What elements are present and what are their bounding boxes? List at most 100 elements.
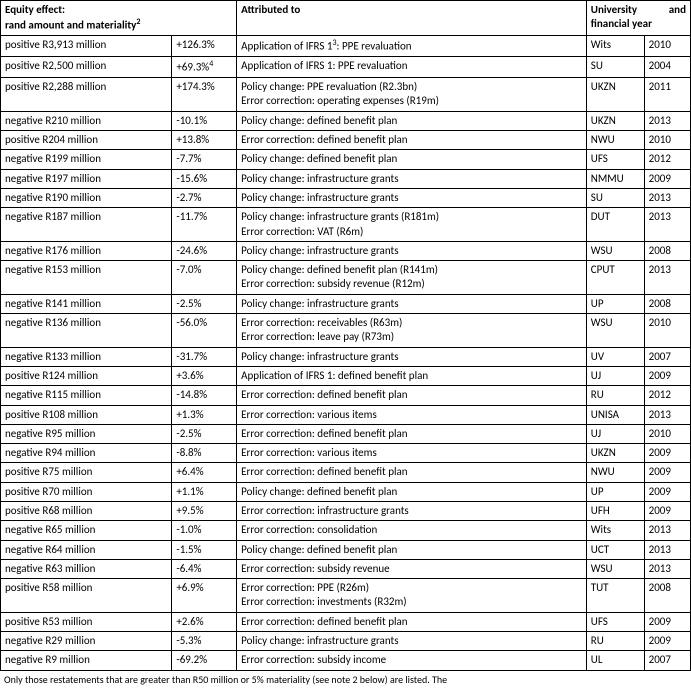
- cell-year: 2009: [644, 482, 690, 501]
- cell-attr: Application of IFRS 1: PPE revaluation: [237, 57, 587, 78]
- cell-attr: Policy change: infrastructure grants: [237, 294, 587, 313]
- cell-year: 2010: [644, 36, 690, 57]
- cell-year: 2004: [644, 57, 690, 78]
- table-row: negative R187 million-11.7%Policy change…: [1, 208, 691, 242]
- cell-attr-line2: Error correction: operating expenses (R1…: [241, 94, 439, 107]
- cell-pct: -10.1%: [172, 111, 237, 130]
- cell-uni: TUT: [586, 579, 644, 613]
- cell-attr: Application of IFRS 13: PPE revaluation: [237, 36, 587, 57]
- cell-year: 2013: [644, 405, 690, 424]
- cell-year: 2009: [644, 463, 690, 482]
- table-body: positive R3,913 million+126.3%Applicatio…: [1, 36, 691, 670]
- table-row: positive R124 million+3.6%Application of…: [1, 366, 691, 385]
- cell-effect: negative R141 million: [1, 294, 172, 313]
- cell-attr: Error correction: PPE (R26m)Error correc…: [237, 579, 587, 613]
- cell-attr: Policy change: infrastructure grants: [237, 188, 587, 207]
- cell-effect: negative R65 million: [1, 521, 172, 540]
- cell-attr: Policy change: infrastructure grants (R1…: [237, 208, 587, 242]
- table-row: negative R190 million-2.7%Policy change:…: [1, 188, 691, 207]
- table-row: negative R141 million-2.5%Policy change:…: [1, 294, 691, 313]
- cell-attr: Error correction: various items: [237, 444, 587, 463]
- cell-attr-line2: Error correction: VAT (R6m): [241, 225, 363, 238]
- header-uni-line1a: University: [591, 3, 637, 17]
- cell-uni: NWU: [586, 463, 644, 482]
- table-row: negative R199 million-7.7%Policy change:…: [1, 150, 691, 169]
- cell-attr: Error correction: subsidy income: [237, 651, 587, 670]
- table-row: positive R204 million+13.8%Error correct…: [1, 131, 691, 150]
- cell-pct: -8.8%: [172, 444, 237, 463]
- table-row: negative R153 million-7.0%Policy change:…: [1, 261, 691, 295]
- cell-pct: -69.2%: [172, 651, 237, 670]
- cell-effect: negative R115 million: [1, 386, 172, 405]
- cell-uni: UJ: [586, 366, 644, 385]
- cell-pct: +6.9%: [172, 579, 237, 613]
- cell-effect: positive R204 million: [1, 131, 172, 150]
- cell-pct: -1.5%: [172, 540, 237, 559]
- cell-uni: SU: [586, 188, 644, 207]
- table-row: negative R210 million-10.1%Policy change…: [1, 111, 691, 130]
- cell-attr: Error correction: defined benefit plan: [237, 612, 587, 631]
- cell-uni: UJ: [586, 424, 644, 443]
- cell-uni: UFH: [586, 501, 644, 520]
- table-row: negative R197 million-15.6%Policy change…: [1, 169, 691, 188]
- cell-uni: WSU: [586, 314, 644, 348]
- cell-pct: -2.5%: [172, 294, 237, 313]
- cell-year: 2013: [644, 521, 690, 540]
- cell-effect: positive R70 million: [1, 482, 172, 501]
- header-equity-effect: Equity effect: rand amount and materiali…: [1, 1, 237, 36]
- table-row: negative R136 million-56.0%Error correct…: [1, 314, 691, 348]
- cell-uni: RU: [586, 386, 644, 405]
- table-row: negative R29 million-5.3%Policy change: …: [1, 632, 691, 651]
- cell-effect: positive R108 million: [1, 405, 172, 424]
- cell-uni: UFS: [586, 150, 644, 169]
- cell-pct: +9.5%: [172, 501, 237, 520]
- header-equity-sup: 2: [136, 17, 140, 27]
- cell-year: 2009: [644, 366, 690, 385]
- cell-uni: NMMU: [586, 169, 644, 188]
- cell-pct: +3.6%: [172, 366, 237, 385]
- header-equity-line2: rand amount and materiality: [5, 19, 136, 32]
- header-university: University and financial year: [586, 1, 690, 36]
- cell-attr-line2: Error correction: investments (R32m): [241, 595, 406, 608]
- table-row: negative R63 million-6.4%Error correctio…: [1, 559, 691, 578]
- table-row: positive R70 million+1.1%Policy change: …: [1, 482, 691, 501]
- cell-uni: UCT: [586, 540, 644, 559]
- table-row: positive R2,288 million+174.3%Policy cha…: [1, 78, 691, 112]
- cell-pct: -24.6%: [172, 241, 237, 260]
- cell-effect: positive R68 million: [1, 501, 172, 520]
- cell-pct: +6.4%: [172, 463, 237, 482]
- cell-attr: Policy change: PPE revaluation (R2.3bn)E…: [237, 78, 587, 112]
- cell-effect: negative R29 million: [1, 632, 172, 651]
- cell-attr: Error correction: receivables (R63m)Erro…: [237, 314, 587, 348]
- cell-attr: Error correction: defined benefit plan: [237, 386, 587, 405]
- cell-year: 2013: [644, 559, 690, 578]
- cell-attr: Error correction: subsidy revenue: [237, 559, 587, 578]
- cell-pct: +174.3%: [172, 78, 237, 112]
- cell-year: 2010: [644, 424, 690, 443]
- cell-year: 2013: [644, 111, 690, 130]
- cell-effect: negative R199 million: [1, 150, 172, 169]
- table-row: negative R65 million-1.0%Error correctio…: [1, 521, 691, 540]
- cell-year: 2009: [644, 444, 690, 463]
- cell-pct: -31.7%: [172, 347, 237, 366]
- cell-pct: -2.7%: [172, 188, 237, 207]
- cell-pct: -6.4%: [172, 559, 237, 578]
- cell-pct: +13.8%: [172, 131, 237, 150]
- header-equity-line1: Equity effect:: [5, 3, 65, 16]
- cell-attr: Error correction: various items: [237, 405, 587, 424]
- table-row: positive R53 million+2.6%Error correctio…: [1, 612, 691, 631]
- cell-effect: negative R197 million: [1, 169, 172, 188]
- cell-year: 2013: [644, 540, 690, 559]
- cell-uni: UL: [586, 651, 644, 670]
- equity-effect-table: Equity effect: rand amount and materiali…: [0, 0, 691, 671]
- cell-year: 2012: [644, 386, 690, 405]
- cell-pct: -7.7%: [172, 150, 237, 169]
- cell-year: 2009: [644, 612, 690, 631]
- cell-uni: Wits: [586, 36, 644, 57]
- cell-pct: -56.0%: [172, 314, 237, 348]
- cell-effect: negative R210 million: [1, 111, 172, 130]
- cell-effect: positive R58 million: [1, 579, 172, 613]
- cell-effect: positive R3,913 million: [1, 36, 172, 57]
- cell-pct: -1.0%: [172, 521, 237, 540]
- cell-attr: Error correction: infrastructure grants: [237, 501, 587, 520]
